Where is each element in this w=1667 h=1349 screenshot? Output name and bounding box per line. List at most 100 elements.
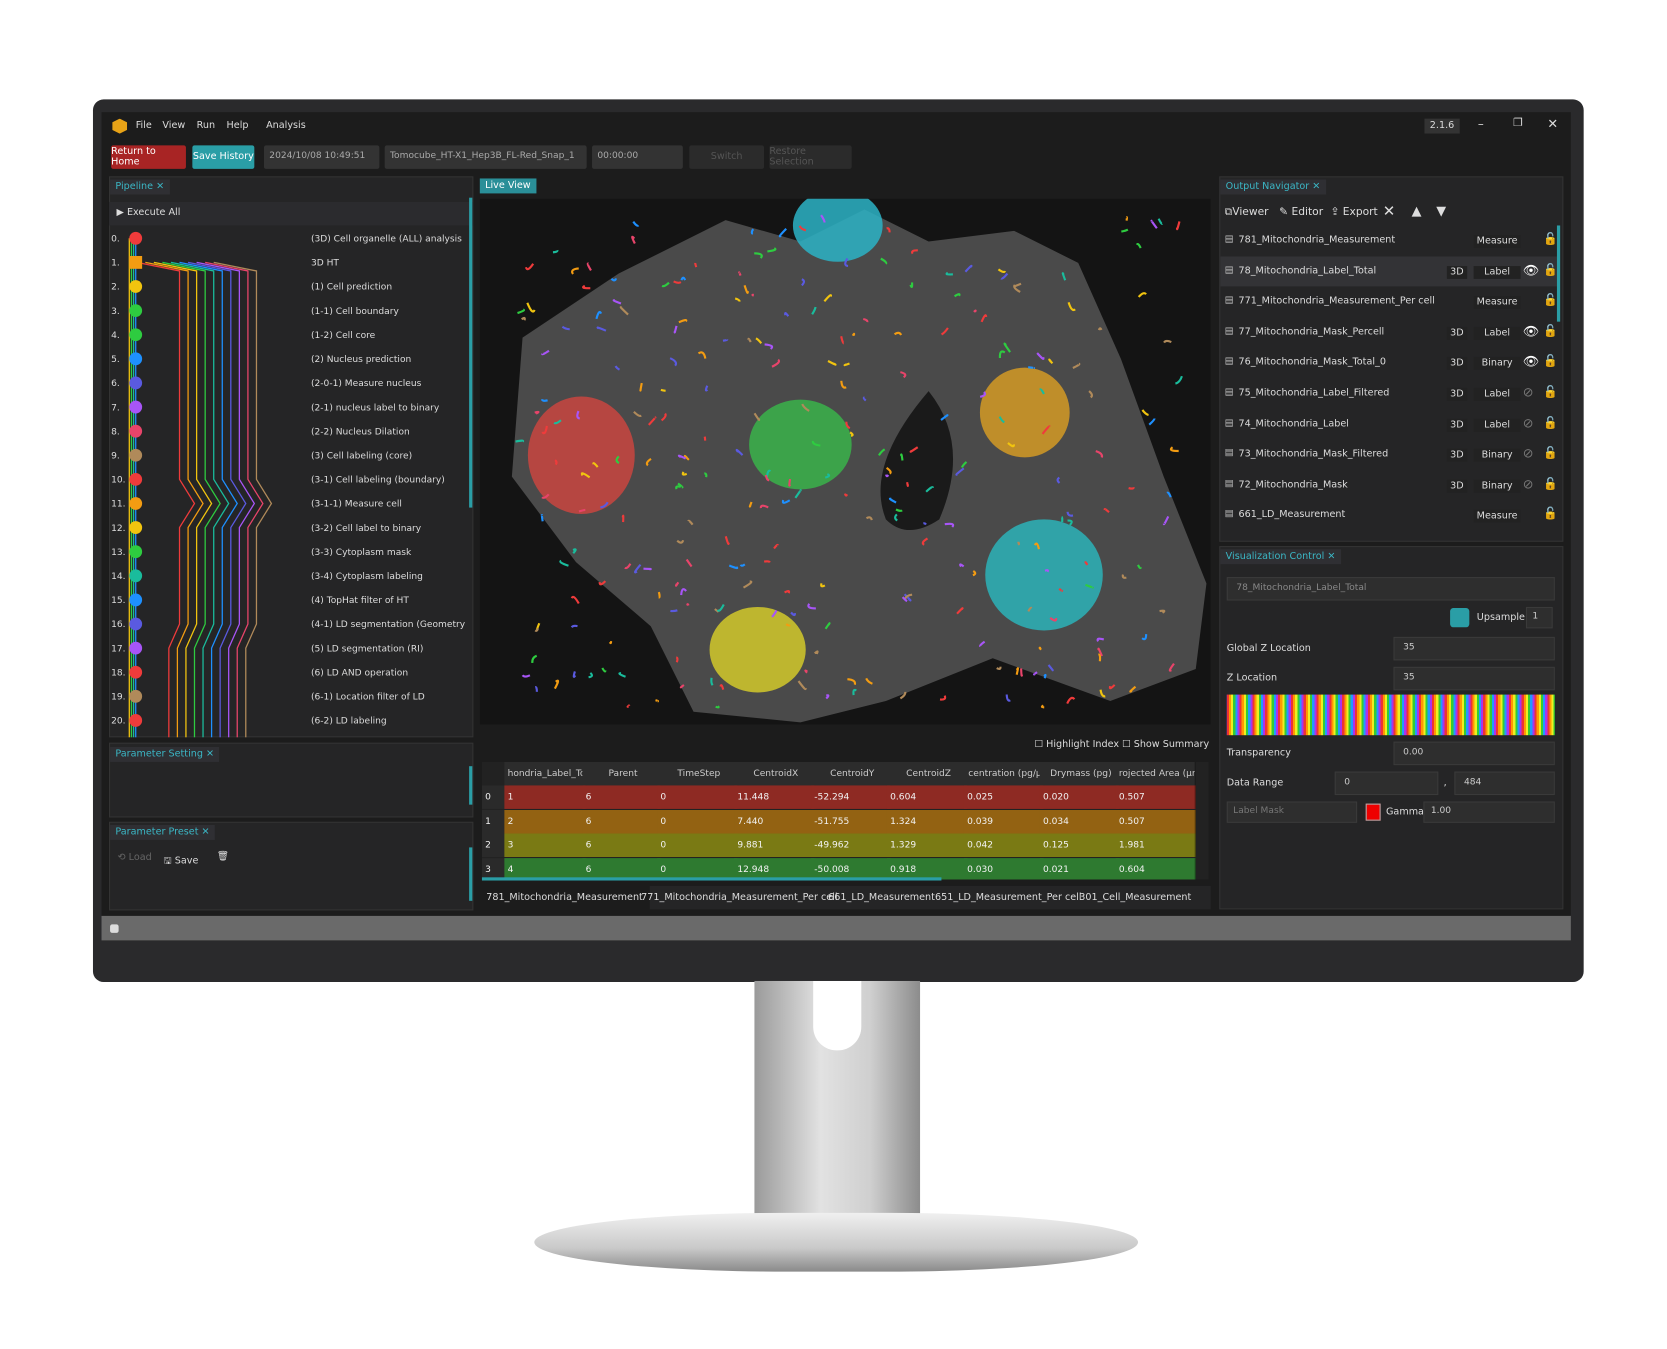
- label-mask-combo[interactable]: Label Mask: [1226, 801, 1358, 823]
- output-item[interactable]: ▤ 74_Mitochondria_Label 3D Label ⊘ 🔓: [1220, 409, 1558, 439]
- output-item[interactable]: ▤ 771_Mitochondria_Measurement_Per cell Me…: [1220, 287, 1558, 317]
- output-item[interactable]: ▤ 73_Mitochondria_Mask_Filtered 3D Binary ⊘ 🔓: [1220, 439, 1558, 469]
- menu-item[interactable]: Analysis: [266, 120, 306, 132]
- execute-all-button[interactable]: ▶ Execute All: [116, 207, 181, 218]
- output-item[interactable]: ▤ 781_Mitochondria_Measurement Measure 🔓: [1220, 225, 1558, 255]
- move-down[interactable]: ▼: [1436, 203, 1447, 218]
- step-label[interactable]: (2-0-1) Measure nucleus: [311, 379, 422, 389]
- export-button[interactable]: ⇪ Export: [1330, 206, 1378, 218]
- datetime-combo[interactable]: 2024/10/08 10:49:51: [263, 145, 380, 169]
- output-item[interactable]: ▤ 76_Mitochondria_Mask_Total_0 3D Binary 👁 🔓: [1220, 348, 1558, 378]
- upsample-spin[interactable]: 1: [1525, 606, 1553, 629]
- step-label[interactable]: (3-3) Cytoplasm mask: [311, 548, 412, 558]
- return-home-button[interactable]: Return to Home: [111, 145, 186, 169]
- parameter-preset-tab[interactable]: Parameter Preset ✕: [110, 824, 215, 840]
- color-swatch[interactable]: [1365, 803, 1381, 821]
- visibility-toggle[interactable]: ⊘: [1522, 476, 1534, 492]
- lock-toggle[interactable]: 🔓: [1543, 323, 1558, 338]
- global-z-spin[interactable]: 35: [1393, 636, 1555, 661]
- restore-window[interactable]: ❐: [1513, 117, 1523, 130]
- column-header[interactable]: CentroidZ: [886, 761, 969, 786]
- step-label[interactable]: (1) Cell prediction: [311, 283, 392, 293]
- camera-button[interactable]: [1450, 608, 1470, 628]
- transparency-spin[interactable]: 0.00: [1393, 741, 1555, 766]
- output-item[interactable]: ▤ 75_Mitochondria_Label_Filtered 3D Label ⊘ 🔓: [1220, 378, 1558, 408]
- delete-button[interactable]: 🗑: [216, 851, 230, 863]
- lock-toggle[interactable]: 🔓: [1543, 262, 1558, 277]
- move-up[interactable]: ▲: [1411, 203, 1422, 218]
- step-label[interactable]: (1-1) Cell boundary: [311, 307, 400, 317]
- time-combo[interactable]: 00:00:00: [592, 145, 683, 169]
- close-window[interactable]: ✕: [1547, 116, 1559, 132]
- column-header[interactable]: rojected Area (μm: [1115, 761, 1196, 786]
- lock-toggle[interactable]: 🔓: [1543, 415, 1558, 430]
- summary-checkbox[interactable]: ☐ Show Summary: [1122, 739, 1210, 751]
- gamma-spin[interactable]: 1.00: [1423, 801, 1555, 823]
- visibility-toggle[interactable]: 👁: [1522, 262, 1540, 278]
- lock-toggle[interactable]: 🔓: [1543, 384, 1558, 399]
- editor-button[interactable]: ✎ Editor: [1279, 206, 1324, 218]
- step-label[interactable]: (5) LD segmentation (RI): [311, 644, 423, 654]
- range-min[interactable]: 0: [1334, 771, 1439, 796]
- column-header[interactable]: CentroidX: [734, 761, 816, 786]
- step-label[interactable]: (3-1-1) Measure cell: [311, 500, 402, 510]
- step-label[interactable]: (3) Cell labeling (core): [311, 451, 412, 461]
- column-header[interactable]: TimeStep: [657, 761, 739, 786]
- save-history-button[interactable]: Save History: [192, 145, 255, 169]
- menu-item[interactable]: Run: [196, 120, 216, 132]
- target-field[interactable]: 78_Mitochondria_Label_Total: [1226, 577, 1555, 601]
- pipeline-tab[interactable]: Pipeline ✕: [110, 179, 170, 195]
- column-header[interactable]: centration (pg/μ: [963, 761, 1045, 786]
- lock-toggle[interactable]: 🔓: [1543, 506, 1558, 521]
- output-item[interactable]: ▤ 77_Mitochondria_Mask_Percell 3D Label 👁 🔓: [1220, 317, 1558, 347]
- step-label[interactable]: (2-2) Nucleus Dilation: [311, 427, 410, 437]
- switch-button[interactable]: Switch: [689, 145, 765, 169]
- load-button[interactable]: ⟲ Load: [117, 852, 152, 864]
- restore-selection-button[interactable]: Restore Selection: [769, 145, 852, 169]
- output-tab[interactable]: 781_Mitochondria_Measurement: [479, 885, 650, 910]
- step-label[interactable]: (3-4) Cytoplasm labeling: [311, 572, 423, 582]
- column-header[interactable]: Parent: [582, 761, 662, 786]
- highlight-checkbox[interactable]: ☐ Highlight Index: [1034, 739, 1120, 751]
- step-label[interactable]: (6-1) Location filter of LD: [311, 693, 425, 703]
- step-label[interactable]: (6) LD AND operation: [311, 668, 408, 678]
- step-label[interactable]: (2) Nucleus prediction: [311, 355, 411, 365]
- output-item[interactable]: ▤ 661_LD_Measurement Measure 🔓: [1220, 501, 1558, 531]
- lock-toggle[interactable]: 🔓: [1543, 354, 1558, 369]
- output-tab[interactable]: 651_LD_Measurement_Per cell: [935, 892, 1082, 903]
- lock-toggle[interactable]: 🔓: [1543, 476, 1558, 491]
- menu-item[interactable]: View: [162, 120, 186, 132]
- range-max[interactable]: 484: [1454, 771, 1555, 796]
- step-label[interactable]: (4-1) LD segmentation (Geometry): [311, 620, 465, 630]
- lock-toggle[interactable]: 🔓: [1543, 231, 1558, 246]
- lock-toggle[interactable]: 🔓: [1543, 445, 1558, 460]
- live-view-tab[interactable]: Live View: [479, 178, 537, 194]
- column-header[interactable]: hondria_Label_Tc: [504, 761, 587, 786]
- step-label[interactable]: (1-2) Cell core: [311, 331, 376, 341]
- output-item[interactable]: ▤ 78_Mitochondria_Label_Total 3D Label 👁 🔓: [1220, 256, 1559, 286]
- menu-item[interactable]: Help: [226, 120, 249, 132]
- column-header[interactable]: Drymass (pg): [1039, 761, 1120, 786]
- delete-output[interactable]: ✕: [1382, 203, 1396, 221]
- output-tab[interactable]: 771_Mitochondria_Measurement_Per cell: [641, 892, 838, 903]
- dataset-combo[interactable]: Tomocube_HT-X1_Hep3B_FL-Red_Snap_1: [384, 145, 587, 169]
- visualization-control-tab[interactable]: Visualization Control ✕: [1220, 549, 1341, 565]
- step-label[interactable]: (6-2) LD labeling: [311, 717, 387, 727]
- viewer-button[interactable]: ⧉Viewer: [1224, 206, 1269, 218]
- step-label[interactable]: (3D) Cell organelle (ALL) analysis: [311, 235, 462, 245]
- lock-toggle[interactable]: 🔓: [1543, 292, 1558, 307]
- visibility-toggle[interactable]: 👁: [1522, 354, 1540, 370]
- output-item[interactable]: ▤ 72_Mitochondria_Mask 3D Binary ⊘ 🔓: [1220, 470, 1558, 500]
- visibility-toggle[interactable]: ⊘: [1522, 445, 1534, 461]
- step-label[interactable]: (3-1) Cell labeling (boundary): [311, 476, 445, 486]
- menu-item[interactable]: File: [135, 120, 152, 132]
- z-spin[interactable]: 35: [1393, 666, 1555, 691]
- minimize[interactable]: –: [1477, 117, 1484, 132]
- output-navigator-tab[interactable]: Output Navigator ✕: [1220, 179, 1326, 195]
- output-tab[interactable]: 661_LD_Measurement: [828, 892, 935, 903]
- visibility-toggle[interactable]: ⊘: [1522, 384, 1534, 400]
- step-label[interactable]: (4) TopHat filter of HT: [311, 596, 409, 606]
- visibility-toggle[interactable]: 👁: [1522, 323, 1540, 339]
- save-button[interactable]: 🖫 Save: [163, 855, 199, 867]
- output-tab[interactable]: 301_Cell_Measurement: [1079, 892, 1192, 903]
